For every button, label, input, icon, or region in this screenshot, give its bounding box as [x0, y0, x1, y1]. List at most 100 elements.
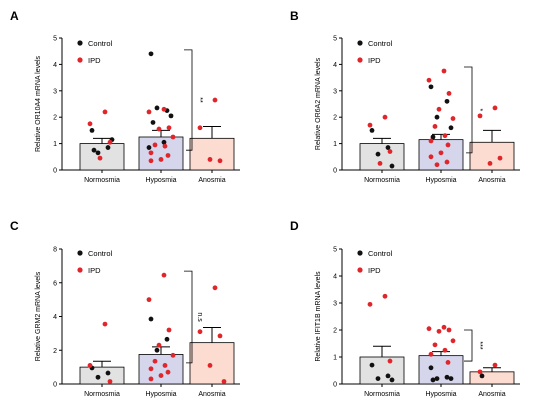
y-tick-label: 4	[53, 314, 57, 321]
ipd-point	[156, 342, 162, 348]
ipd-point	[146, 297, 152, 303]
x-tick-label: Normosmia	[84, 177, 120, 184]
ipd-point	[102, 109, 108, 115]
ipd-point	[487, 161, 493, 166]
ipd-point	[434, 162, 440, 168]
legend-ipd-marker	[77, 57, 83, 63]
ipd-point	[152, 142, 158, 148]
ipd-point	[197, 329, 203, 335]
ipd-point	[107, 139, 113, 145]
bar-hyposmia	[418, 355, 464, 385]
control-point	[385, 145, 391, 150]
ipd-point	[165, 369, 171, 375]
x-tick-label: Normosmia	[364, 391, 400, 398]
control-point	[146, 145, 152, 150]
bar-anosmia	[189, 137, 235, 171]
legend-control-label: Control	[368, 249, 393, 258]
ipd-point	[450, 116, 456, 121]
ipd-point	[428, 351, 434, 357]
ipd-point	[217, 158, 223, 164]
y-tick-label: 4	[333, 62, 337, 69]
control-point	[444, 98, 450, 104]
bar-anosmia	[189, 342, 235, 385]
ipd-point	[426, 326, 432, 332]
x-tick-label: Anosmia	[198, 391, 225, 398]
control-point	[385, 373, 391, 379]
legend-control-marker	[77, 40, 83, 46]
ipd-point	[446, 327, 452, 333]
control-point	[375, 376, 381, 381]
ipd-point	[377, 161, 383, 166]
x-tick-label: Normosmia	[364, 177, 400, 184]
panel-c: C Relative GRM2 mRNA levels 0 2 4 6 8 Normosmia…	[10, 219, 240, 398]
bar-normosmia	[359, 143, 405, 171]
y-axis-label: Relative OR10A4 mRNA levels	[35, 55, 42, 152]
ipd-point	[166, 125, 172, 131]
ipd-point	[146, 109, 152, 115]
panel-d: D Relative IFIT1B mRNA levels 0 1 2 3 4 5 Normos…	[290, 219, 520, 398]
ipd-point	[387, 149, 393, 154]
significance-bracket	[464, 66, 473, 154]
ipd-point	[166, 327, 172, 333]
ipd-point	[497, 155, 503, 161]
ipd-point	[158, 157, 164, 162]
control-point	[91, 147, 97, 153]
ipd-point	[148, 158, 154, 164]
ipd-point	[492, 362, 498, 368]
control-point	[430, 377, 436, 383]
significance-bracket	[184, 270, 193, 364]
ipd-point	[162, 363, 168, 368]
control-point	[161, 139, 167, 145]
ipd-point	[170, 134, 176, 140]
legend-ipd-label: IPD	[368, 56, 381, 65]
ipd-point	[197, 125, 203, 131]
x-tick-label: Hyposmia	[145, 391, 176, 398]
bar-hyposmia	[138, 354, 184, 385]
ipd-point	[477, 113, 483, 119]
legend-ipd-marker	[357, 57, 363, 63]
control-point	[369, 362, 375, 368]
y-tick-label: 1	[53, 141, 57, 148]
significance-label: **	[196, 97, 203, 103]
ipd-point	[426, 77, 432, 83]
ipd-point	[450, 338, 456, 344]
control-point	[105, 145, 111, 150]
legend-control-label: Control	[368, 39, 393, 48]
ipd-point	[97, 155, 103, 161]
significance-bracket	[464, 329, 473, 362]
y-axis-label: Relative OR6A2 mRNA levels	[315, 57, 322, 150]
y-tick-label: 2	[53, 348, 57, 355]
ipd-point	[428, 138, 434, 144]
ipd-point	[87, 363, 93, 368]
y-axis-label: Relative IFIT1B mRNA levels	[315, 271, 322, 362]
control-point	[479, 373, 485, 379]
ipd-point	[432, 342, 438, 348]
control-point	[434, 114, 440, 120]
x-tick-label: Anosmia	[198, 177, 225, 184]
panel-letter: B	[290, 9, 299, 23]
legend-control-label: Control	[88, 39, 113, 48]
control-point	[89, 127, 95, 133]
ipd-point	[367, 122, 373, 128]
panel-letter: D	[290, 219, 299, 233]
panel-a: A Relative OR10A4 mRNA levels 0 1 2 3 4 5 Normos…	[10, 9, 240, 184]
ipd-point	[148, 150, 154, 156]
ipd-point	[161, 106, 167, 112]
ipd-point	[441, 324, 447, 330]
y-tick-label: 2	[333, 115, 337, 122]
control-point	[95, 374, 101, 380]
control-point	[154, 105, 160, 111]
y-tick-label: 4	[53, 62, 57, 69]
ipd-point	[217, 333, 223, 339]
panel-b: B Relative OR6A2 mRNA levels 0 1 2 3 4 5 Normosm…	[290, 9, 520, 184]
legend-control-marker	[77, 250, 83, 256]
significance-bracket	[184, 49, 193, 151]
control-point	[164, 336, 170, 342]
ipd-point	[442, 133, 448, 139]
y-tick-label: 0	[333, 168, 337, 175]
y-tick-label: 0	[333, 382, 337, 389]
control-point	[448, 376, 454, 381]
control-point	[154, 347, 160, 353]
control-point	[448, 125, 454, 131]
